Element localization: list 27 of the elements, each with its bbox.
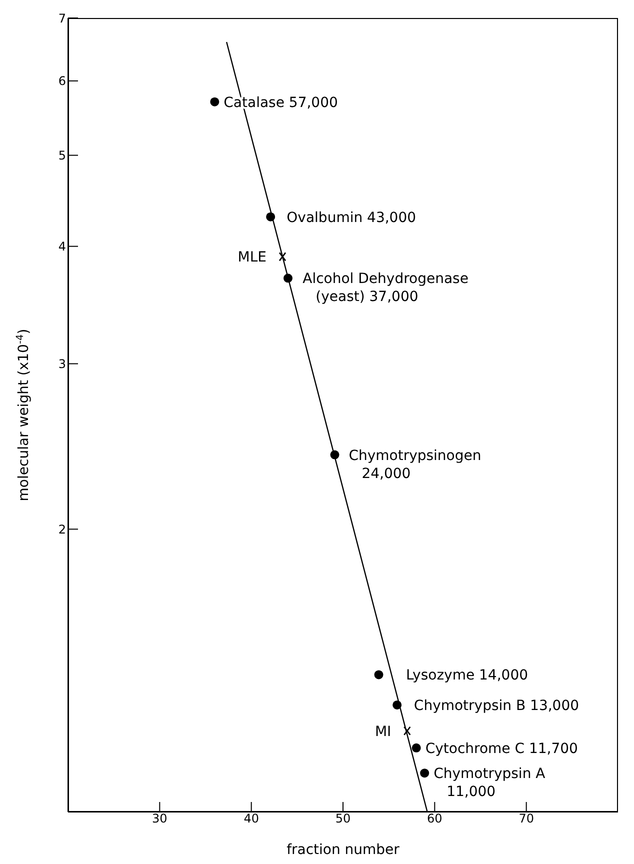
x-axis-title: fraction number xyxy=(286,842,400,858)
point xyxy=(210,97,220,106)
point xyxy=(278,252,286,262)
y-tick-label: 6 xyxy=(58,74,66,88)
x-tick-label: 70 xyxy=(518,812,534,826)
point xyxy=(374,670,384,680)
annotation: Chymotrypsinogen 24,000 xyxy=(348,448,482,482)
x-tick-label: 50 xyxy=(335,812,351,826)
y-tick-label: 7 xyxy=(58,11,66,26)
annotation: Chymotrypsin A 11,000 xyxy=(434,766,546,800)
y-tick-label: 5 xyxy=(58,148,66,163)
y-tick-label: 4 xyxy=(58,240,66,254)
point xyxy=(412,743,421,752)
y-tick-label: 3 xyxy=(58,356,66,371)
point xyxy=(403,726,411,736)
annotation: MI xyxy=(374,724,392,740)
annotation: Lysozyme 14,000 xyxy=(406,668,528,684)
annotation: Chymotrypsin B 13,000 xyxy=(414,698,580,714)
x-tick-label: 40 xyxy=(244,812,259,826)
annotation: Cytochrome C 11,700 xyxy=(425,740,578,757)
annotation: Alcohol Dehydrogenase (yeast) 37,000 xyxy=(302,271,468,306)
point xyxy=(420,768,430,778)
x-tick-label: 30 xyxy=(152,812,168,826)
y-tick-label: 2 xyxy=(58,522,66,536)
annotation: MLE xyxy=(238,250,266,266)
annotation: Ovalbumin 43,000 xyxy=(286,210,416,226)
x-tick-label: 60 xyxy=(427,812,442,826)
